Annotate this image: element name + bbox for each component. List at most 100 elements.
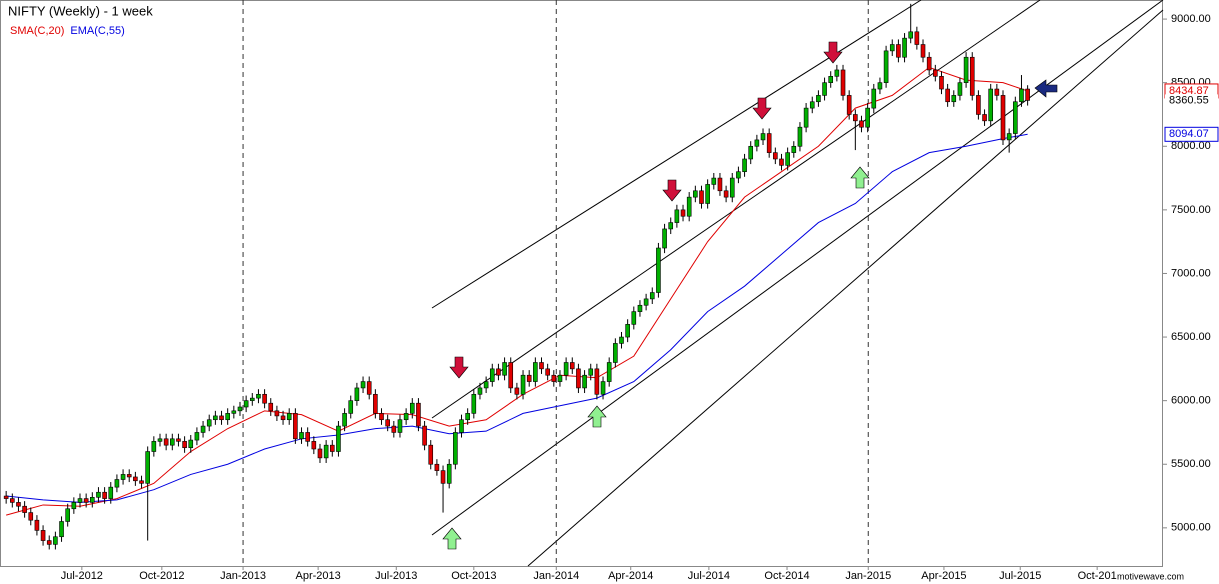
candle-body	[151, 441, 157, 452]
candle-body	[557, 374, 563, 382]
candle-body	[40, 530, 46, 541]
candle-body	[360, 381, 366, 389]
candle-body	[342, 413, 347, 427]
x-tick-label: Apr-2015	[921, 570, 966, 582]
candle-body	[446, 463, 452, 484]
candle-body	[699, 190, 704, 204]
last-value-label: 8094.07	[1169, 128, 1209, 140]
candle-body	[705, 184, 710, 204]
candle-body	[96, 491, 101, 498]
plot-area	[0, 0, 1163, 567]
candle-body	[563, 362, 569, 376]
y-tick-label: 6500.00	[1171, 331, 1211, 343]
candle-body	[625, 324, 630, 338]
candle-body	[409, 402, 415, 414]
candle-body	[791, 145, 797, 153]
candle-body	[551, 374, 557, 382]
candle-body	[348, 400, 354, 414]
y-tick-label: 5500.00	[1171, 458, 1211, 470]
candle-body	[108, 486, 114, 499]
x-tick-label: Oct-2012	[139, 570, 184, 582]
candle-body	[582, 374, 587, 389]
candle-body	[1019, 88, 1024, 103]
candle-body	[139, 480, 144, 484]
candle-body	[785, 152, 790, 166]
legend-entry: EMA(C,55)	[70, 25, 124, 37]
indicator-line	[6, 133, 1028, 503]
candle-body	[526, 374, 532, 382]
candle-body	[840, 69, 846, 96]
candle-body	[237, 406, 243, 412]
candle-body	[939, 76, 944, 90]
candle-body	[693, 190, 698, 198]
candle-body	[748, 145, 754, 160]
candle-body	[65, 508, 70, 522]
candle-body	[274, 410, 280, 417]
candle-body	[317, 448, 323, 459]
candle-body	[16, 502, 21, 507]
candle-body	[853, 114, 858, 122]
candle-body	[976, 95, 981, 115]
candle-body	[225, 413, 230, 421]
down-arrow	[823, 41, 843, 64]
candle-body	[963, 56, 969, 83]
candle-body	[440, 470, 446, 484]
candle-body	[545, 368, 550, 376]
candle-body	[668, 222, 674, 230]
candle-body	[637, 304, 643, 312]
candle-body	[926, 56, 932, 71]
candle-body	[1000, 95, 1006, 141]
candle-body	[71, 502, 77, 510]
last-close-box	[1165, 94, 1218, 107]
candle-body	[896, 44, 901, 58]
candle-body	[508, 362, 514, 389]
candle-body	[502, 362, 507, 376]
candle-body	[969, 56, 975, 96]
y-tick-label: 8000.00	[1171, 140, 1211, 152]
candle-body	[933, 69, 938, 77]
candle-body	[305, 432, 310, 442]
candle-body	[145, 451, 150, 484]
candle-body	[717, 177, 723, 192]
candle-body	[280, 415, 286, 421]
y-tick-label: 5000.00	[1171, 522, 1211, 534]
candle-body	[736, 171, 741, 179]
legend-entry: SMA(C,20)	[10, 25, 64, 37]
candle-body	[379, 413, 384, 421]
candle-body	[988, 88, 994, 122]
candle-body	[514, 387, 520, 395]
up-arrow	[850, 166, 870, 189]
candle-body	[90, 497, 95, 503]
candle-body	[459, 419, 464, 433]
candle-body	[83, 498, 89, 503]
candle-body	[631, 311, 637, 325]
candle-body	[434, 463, 440, 471]
candle-body	[883, 50, 889, 83]
candle-body	[902, 37, 907, 58]
candle-body	[729, 177, 735, 198]
x-tick-label: Jul-2014	[688, 570, 730, 582]
candle-body	[231, 410, 237, 414]
candle-body	[773, 152, 778, 160]
candle-body	[594, 368, 600, 395]
candle-body	[373, 393, 378, 414]
x-tick-label: Jul-2015	[999, 570, 1041, 582]
candle-body	[385, 419, 390, 427]
candle-body	[865, 107, 870, 128]
candle-body	[809, 101, 815, 109]
x-tick-label: Oct-2014	[764, 570, 809, 582]
y-tick-label: 7000.00	[1171, 267, 1211, 279]
candle-body	[46, 540, 52, 545]
candle-body	[391, 425, 397, 433]
candle-body	[366, 381, 372, 395]
candle-body	[945, 88, 950, 103]
candle-body	[157, 438, 163, 442]
candle-body	[477, 387, 483, 395]
candle-body	[742, 158, 747, 173]
channel-line	[431, 0, 922, 309]
candle-body	[200, 425, 206, 433]
y-tick-label: 6000.00	[1171, 395, 1211, 407]
annotations	[442, 41, 1058, 550]
candle-body	[465, 413, 470, 421]
